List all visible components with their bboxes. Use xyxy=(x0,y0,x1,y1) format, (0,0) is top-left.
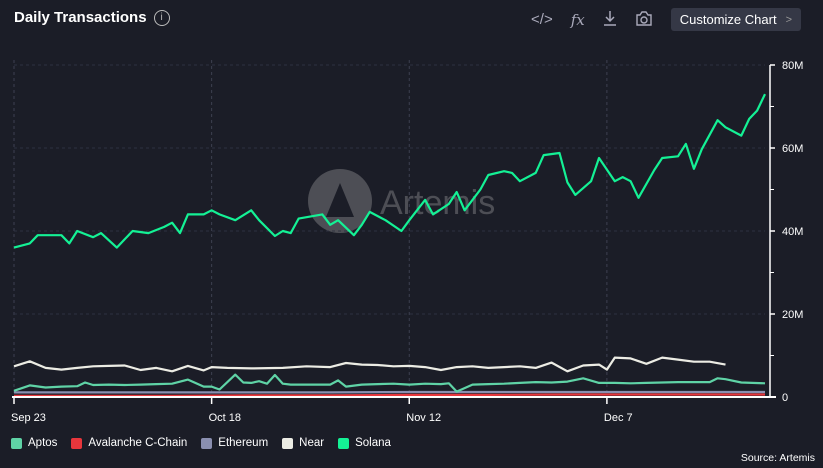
legend-label: Avalanche C-Chain xyxy=(88,437,188,449)
legend-label: Aptos xyxy=(28,437,58,449)
legend-swatch xyxy=(338,437,350,449)
legend-item[interactable]: Near xyxy=(282,437,324,449)
customize-chart-label: Customize Chart xyxy=(679,12,777,27)
source-label: Source: Artemis xyxy=(740,452,815,464)
series-line-aptos xyxy=(13,373,766,393)
legend-label: Ethereum xyxy=(218,437,269,449)
artemis-watermark: Artemis xyxy=(308,169,495,233)
legend: Aptos Avalanche C-Chain Ethereum Near Solana xyxy=(11,437,391,449)
legend-label: Near xyxy=(299,437,325,449)
chart-title-bar: Daily Transactions i xyxy=(14,9,170,26)
code-icon[interactable]: </> xyxy=(531,11,553,28)
y-tick-label: 60M xyxy=(782,143,803,155)
chart-title: Daily Transactions xyxy=(14,9,147,26)
series-line-avalanche-c-chain xyxy=(14,393,765,397)
legend-swatch xyxy=(11,437,22,449)
camera-icon[interactable] xyxy=(635,10,653,30)
y-tick-label: 0 xyxy=(782,392,788,404)
x-tick-label: Dec 7 xyxy=(604,412,633,424)
legend-item[interactable]: Aptos xyxy=(11,437,57,449)
legend-swatch xyxy=(71,437,83,449)
y-tick-label: 40M xyxy=(782,226,803,238)
series-line-solana xyxy=(13,93,766,249)
info-icon[interactable]: i xyxy=(153,9,170,26)
y-tick-label: 80M xyxy=(782,60,803,72)
legend-item[interactable]: Solana xyxy=(338,437,391,449)
legend-swatch xyxy=(282,437,294,449)
customize-chart-button[interactable]: Customize Chart > xyxy=(670,8,801,31)
legend-item[interactable]: Avalanche C-Chain xyxy=(71,437,187,449)
fx-icon[interactable]: fx xyxy=(570,10,585,29)
download-icon[interactable] xyxy=(603,10,617,30)
legend-label: Solana xyxy=(355,437,391,449)
line-chart: Artemis Sep 23 Oct 18 Nov 12 Dec 7 0 20M 40M 60… xyxy=(11,60,803,424)
x-tick-label: Sep 23 xyxy=(11,412,46,424)
x-tick-label: Oct 18 xyxy=(209,412,241,424)
legend-item[interactable]: Ethereum xyxy=(201,437,268,449)
y-tick-label: 20M xyxy=(782,309,803,321)
x-tick-label: Nov 12 xyxy=(406,412,441,424)
series-line-near xyxy=(13,356,726,373)
chevron-right-icon: > xyxy=(785,13,792,26)
legend-swatch xyxy=(201,437,213,449)
toolbar: </> fx Customize Chart > xyxy=(531,8,801,31)
watermark-text: Artemis xyxy=(380,184,495,222)
